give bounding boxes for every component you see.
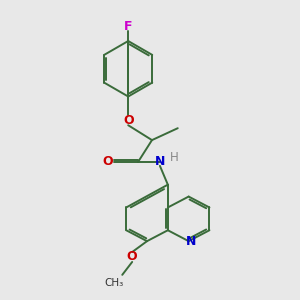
Text: O: O [123,114,134,127]
Text: O: O [127,250,137,263]
Text: O: O [102,155,113,168]
Text: N: N [185,235,196,248]
Text: CH₃: CH₃ [105,278,124,288]
Text: H: H [169,152,178,164]
Text: F: F [124,20,133,33]
Text: N: N [155,155,165,168]
